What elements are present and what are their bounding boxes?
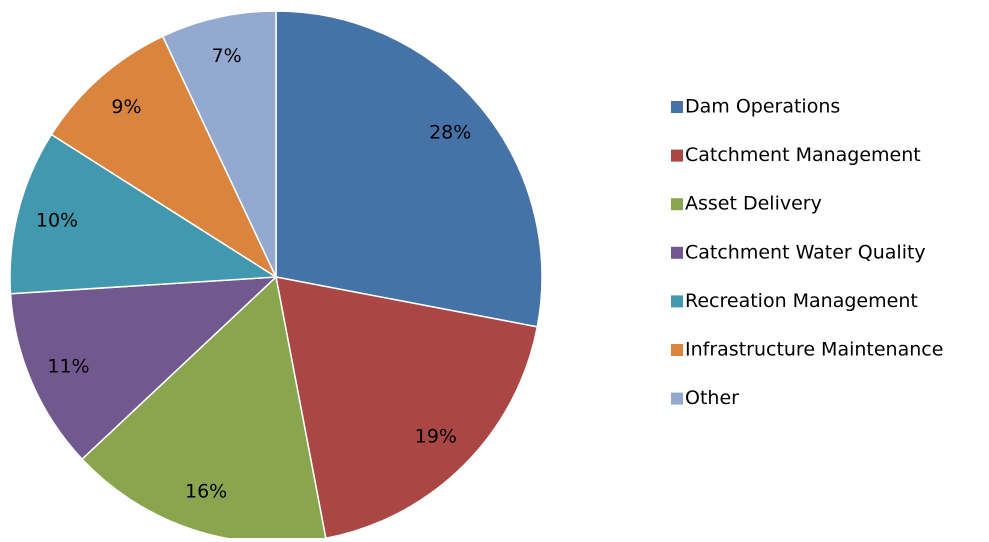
pie-slice: [9, 133, 279, 295]
legend-label: Asset Delivery: [685, 193, 822, 215]
legend-label: Infrastructure Maintenance: [685, 339, 943, 361]
data-label: 7%: [212, 45, 242, 67]
pie-slice: [275, 10, 543, 328]
legend-swatch: [671, 198, 683, 211]
legend-swatch: [671, 101, 683, 113]
legend-label: Recreation Management: [685, 290, 918, 312]
legend-swatch: [671, 246, 683, 259]
data-label: 10%: [36, 209, 78, 231]
legend-swatch: [671, 149, 683, 162]
legend-label: Other: [685, 387, 739, 409]
legend-label: Catchment Water Quality: [685, 241, 926, 263]
legend-label: Catchment Management: [685, 144, 921, 166]
pie-slice: [50, 35, 278, 280]
data-label: 9%: [111, 96, 141, 118]
data-label: 16%: [185, 481, 227, 503]
legend-swatch: [671, 344, 683, 356]
data-label: 19%: [415, 425, 457, 447]
pie-slice: [9, 276, 279, 461]
data-label: 28%: [429, 121, 471, 143]
pie-slice: [275, 276, 539, 540]
legend-label: Dam Operations: [685, 96, 840, 118]
legend-swatch: [671, 295, 683, 308]
data-label: 11%: [47, 355, 89, 377]
pie-slice: [161, 10, 277, 278]
legend-swatch: [671, 392, 683, 405]
